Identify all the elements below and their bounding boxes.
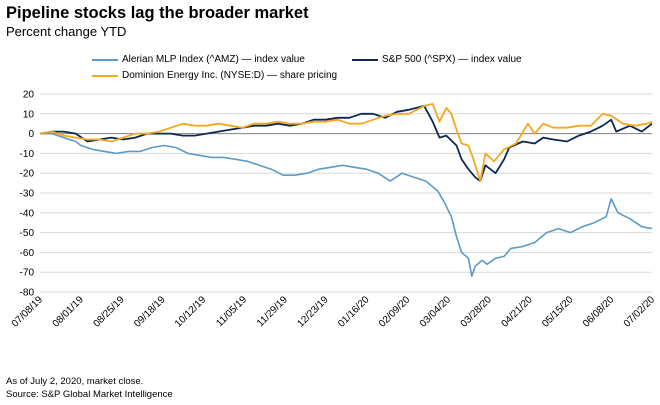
y-tick-label: -30	[20, 189, 35, 200]
y-tick-label: 20	[23, 90, 35, 101]
y-tick-label: -70	[20, 268, 35, 279]
y-tick-label: -10	[20, 149, 35, 160]
legend-label-amz: Alerian MLP Index (^AMZ) — index value	[122, 54, 305, 65]
legend-label-spx: S&P 500 (^SPX) — index value	[382, 54, 522, 65]
legend-swatch-spx	[352, 58, 378, 61]
legend-swatch-amz	[92, 58, 118, 61]
legend-item-d: Dominion Energy Inc. (NYSE:D) — share pr…	[92, 70, 337, 81]
x-tick-label: 04/21/20	[499, 294, 535, 330]
x-tick-label: 11/29/19	[255, 294, 290, 329]
chart-subtitle: Percent change YTD	[6, 24, 127, 39]
series-line-d	[39, 103, 653, 182]
x-tick-label: 03/28/20	[459, 294, 495, 330]
footnote-source: Source: S&P Global Market Intelligence	[6, 389, 173, 400]
x-tick-label: 12/23/19	[295, 294, 331, 330]
x-tick-label: 07/08/19	[10, 294, 46, 330]
y-tick-label: -40	[20, 208, 35, 219]
legend-label-d: Dominion Energy Inc. (NYSE:D) — share pr…	[122, 70, 338, 81]
x-tick-label: 03/04/20	[418, 294, 454, 330]
x-tick-label: 01/16/20	[336, 294, 372, 330]
series-line-amz	[40, 132, 653, 277]
chart-title: Pipeline stocks lag the broader market	[6, 4, 309, 22]
y-tick-label: -50	[20, 228, 35, 239]
y-tick-label: 0	[28, 129, 34, 140]
y-tick-label: -60	[20, 248, 35, 259]
x-tick-label: 08/01/19	[51, 294, 87, 330]
x-tick-label: 05/15/20	[540, 294, 576, 330]
legend-item-amz: Alerian MLP Index (^AMZ) — index value	[92, 54, 305, 65]
x-tick-label: 10/12/19	[173, 294, 209, 330]
x-tick-label: 02/09/20	[377, 294, 413, 330]
x-tick-label: 07/02/20	[622, 294, 658, 330]
legend-swatch-d	[92, 74, 118, 77]
legend-item-spx: S&P 500 (^SPX) — index value	[352, 54, 522, 65]
x-tick-label: 08/25/19	[91, 294, 127, 330]
y-tick-label: -80	[20, 288, 35, 299]
footnote-as-of: As of July 2, 2020, market close.	[6, 376, 144, 387]
x-tick-label: 11/05/19	[214, 294, 249, 329]
y-tick-label: 10	[23, 109, 35, 120]
x-tick-label: 06/08/20	[581, 294, 617, 330]
y-tick-label: -20	[20, 169, 35, 180]
x-tick-label: 09/18/19	[132, 294, 168, 330]
series-line-spx	[39, 105, 653, 182]
